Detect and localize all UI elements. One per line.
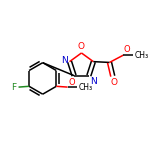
Text: O: O bbox=[68, 78, 75, 87]
Text: O: O bbox=[110, 78, 117, 87]
Text: F: F bbox=[11, 83, 17, 92]
Text: CH₃: CH₃ bbox=[78, 83, 92, 92]
Text: CH₃: CH₃ bbox=[135, 51, 149, 60]
Text: O: O bbox=[124, 45, 130, 54]
Text: N: N bbox=[90, 77, 97, 86]
Text: O: O bbox=[78, 42, 85, 51]
Text: N: N bbox=[61, 56, 67, 65]
